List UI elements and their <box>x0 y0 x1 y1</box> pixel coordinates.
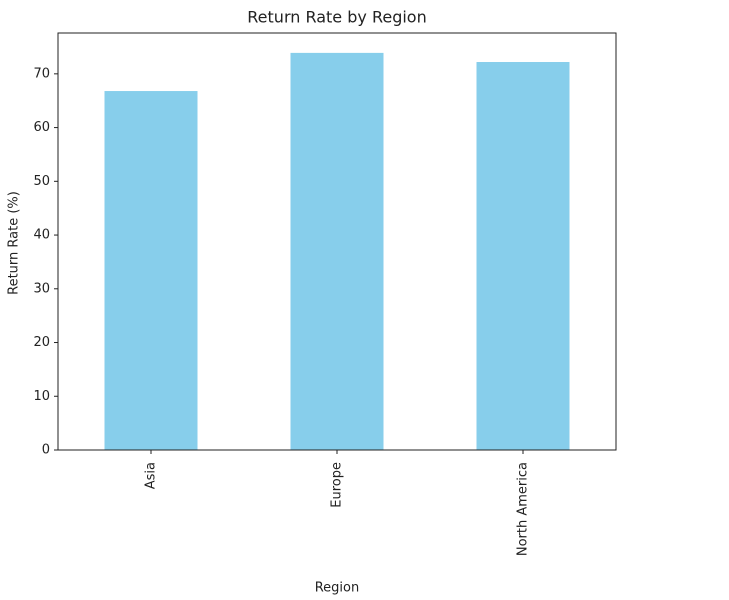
x-axis-label: Region <box>315 581 360 596</box>
x-tick-label: Asia <box>144 462 159 489</box>
y-tick-label: 0 <box>42 443 50 458</box>
y-tick-label: 50 <box>33 174 50 189</box>
y-axis-label: Return Rate (%) <box>7 191 22 295</box>
x-tick-label: North America <box>516 462 531 556</box>
y-tick-label: 10 <box>33 389 50 404</box>
chart-title: Return Rate by Region <box>247 8 426 27</box>
bar <box>104 91 198 451</box>
y-tick-label: 30 <box>33 281 50 296</box>
y-tick-label: 60 <box>33 120 50 135</box>
y-tick-label: 20 <box>33 335 50 350</box>
bar <box>290 52 384 451</box>
bar <box>476 62 570 451</box>
plot-frame <box>57 32 617 451</box>
x-tick-label: Europe <box>330 462 345 508</box>
y-tick-label: 70 <box>33 66 50 81</box>
y-tick-label: 40 <box>33 228 50 243</box>
